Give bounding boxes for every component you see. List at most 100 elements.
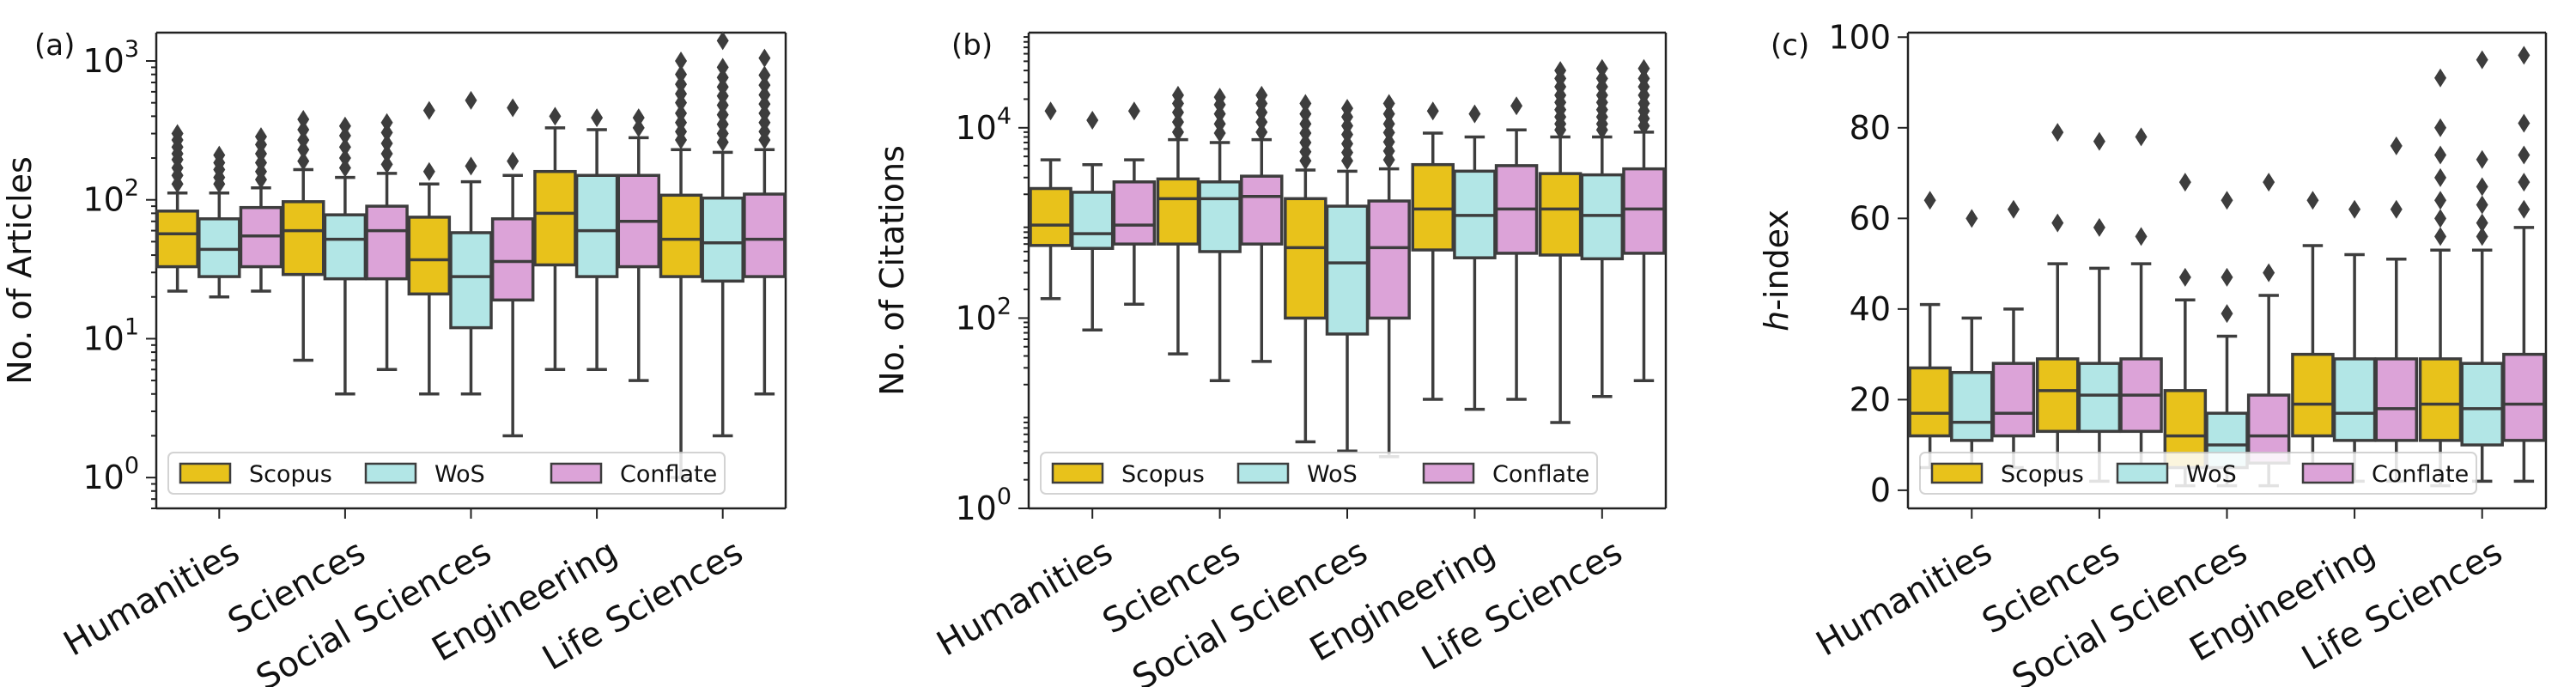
outlier-point [1554, 61, 1567, 81]
outlier-point [2390, 136, 2403, 155]
legend-label: Conflate [2372, 461, 2469, 488]
y-tick-label: 40 [1850, 290, 1891, 328]
outlier-point [2390, 199, 2403, 219]
outlier-point [1299, 132, 1312, 152]
y-tick-label: 104 [955, 103, 1012, 147]
outlier-point [2135, 227, 2148, 246]
legend-label: Scopus [2001, 461, 2084, 488]
legend-label: WoS [2186, 461, 2237, 488]
outlier-point [2178, 267, 2191, 287]
panel-label: (c) [1771, 28, 1809, 63]
outlier-point [1171, 85, 1184, 105]
outlier-point [2476, 149, 2488, 169]
x-tick-label: Humanities [930, 532, 1119, 665]
outlier-point [2434, 227, 2447, 246]
box-wos [323, 213, 368, 281]
outlier-point [758, 48, 771, 68]
outlier-point [2434, 191, 2447, 210]
outlier-point [2263, 173, 2275, 192]
outlier-point [1127, 101, 1140, 121]
y-tick-label: 101 [82, 313, 139, 357]
box-scopus [2035, 357, 2080, 434]
outlier-point [2518, 46, 2530, 65]
outlier-point [549, 106, 562, 126]
y-tick-exponent: 1 [125, 313, 139, 340]
legend-label: WoS [1307, 461, 1358, 488]
y-tick-base: 10 [955, 299, 996, 337]
outlier-point [1299, 114, 1312, 134]
outlier-point [758, 76, 771, 95]
outlier-point [1299, 104, 1312, 124]
outlier-point [380, 155, 393, 174]
y-tick-label: 102 [955, 293, 1012, 337]
outlier-point [507, 151, 519, 171]
outlier-point [2518, 199, 2530, 219]
outlier-point [2434, 118, 2447, 137]
legend-swatch-scopus [1051, 462, 1104, 484]
outlier-point [675, 75, 688, 94]
outlier-point [213, 145, 226, 165]
panel-label: (a) [34, 28, 75, 63]
outlier-point [297, 130, 310, 149]
box-scopus [281, 200, 325, 277]
box-wos [701, 196, 744, 283]
y-tick-exponent: 0 [125, 453, 139, 479]
outlier-point [1213, 88, 1226, 107]
box-wos [1070, 191, 1115, 251]
legend-swatch-wos [2116, 462, 2169, 484]
box-scopus [1538, 172, 1583, 257]
box-scopus [659, 193, 703, 278]
y-tick-label: 0 [1870, 471, 1891, 509]
y-axis-label-rest: -index [1758, 210, 1795, 311]
outlier-point [380, 112, 393, 132]
outlier-point [1086, 111, 1099, 131]
outlier-point [1382, 114, 1395, 134]
y-tick-label: 80 [1850, 109, 1891, 147]
legend-swatch-conflate [550, 462, 603, 484]
outlier-point [507, 98, 519, 118]
outlier-point [2434, 167, 2447, 187]
box-wos [1950, 370, 1994, 442]
box-conflate [743, 192, 787, 278]
outlier-point [2518, 113, 2530, 133]
outlier-point [380, 143, 393, 163]
y-tick-exponent: 3 [125, 36, 139, 63]
y-tick-label: 100 [82, 453, 139, 496]
outlier-point [2518, 173, 2530, 192]
outlier-point [465, 90, 477, 110]
y-tick-label: 102 [82, 175, 139, 219]
box-wos [2077, 362, 2122, 434]
box-wos [2332, 357, 2377, 442]
y-axis-label: No. of Citations [873, 145, 911, 396]
y-tick-base: 10 [82, 459, 124, 496]
outlier-point [465, 156, 477, 176]
outlier-point [2051, 213, 2064, 233]
box-conflate [1991, 362, 2036, 438]
y-tick-base: 10 [82, 181, 124, 219]
outlier-point [254, 127, 267, 147]
outlier-point [2306, 191, 2319, 210]
outlier-point [1965, 209, 1978, 228]
legend-label: Conflate [1492, 461, 1589, 488]
box-scopus [1029, 186, 1072, 247]
legend-swatch-conflate [2301, 462, 2354, 484]
outlier-point [2093, 217, 2105, 237]
outlier-point [1637, 58, 1650, 78]
outlier-point [297, 120, 310, 140]
outlier-point [2051, 123, 2064, 143]
outlier-point [2221, 191, 2233, 210]
outlier-point [758, 65, 771, 85]
box-conflate [365, 204, 409, 281]
x-tick-label: Humanities [1810, 532, 1999, 665]
box-scopus [2418, 357, 2463, 442]
y-axis-label-italic: h [1758, 311, 1795, 331]
y-tick-label: 100 [955, 483, 1012, 527]
outlier-point [1510, 96, 1523, 116]
outlier-point [675, 84, 688, 104]
outlier-point [675, 64, 688, 84]
outlier-point [632, 108, 645, 128]
outlier-point [2348, 199, 2361, 219]
y-tick-base: 10 [82, 42, 124, 80]
outlier-point [716, 114, 729, 134]
